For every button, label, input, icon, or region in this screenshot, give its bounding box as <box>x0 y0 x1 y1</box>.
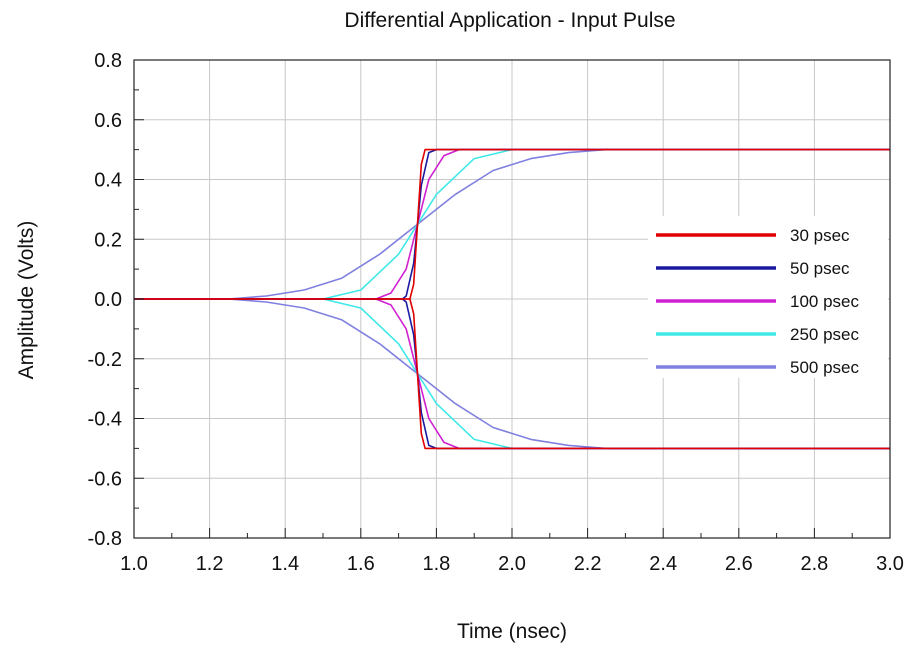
x-tick-label: 2.0 <box>498 553 526 575</box>
x-tick-label: 2.2 <box>574 553 602 575</box>
y-tick-label: 0.8 <box>94 50 122 72</box>
x-tick-label: 1.4 <box>271 553 299 575</box>
x-tick-label: 3.0 <box>876 553 904 575</box>
chart-title: Differential Application - Input Pulse <box>344 9 675 32</box>
y-tick-label: 0.2 <box>94 229 122 251</box>
y-tick-label: 0.0 <box>94 289 122 311</box>
x-tick-label: 1.6 <box>347 553 375 575</box>
y-tick-label: -0.8 <box>88 528 122 550</box>
legend-label: 30 psec <box>790 226 850 245</box>
x-tick-label: 1.8 <box>422 553 450 575</box>
x-axis-label: Time (nsec) <box>457 620 567 643</box>
x-tick-label: 2.4 <box>649 553 677 575</box>
y-tick-label: -0.2 <box>88 349 122 371</box>
plot-lines <box>134 148 890 450</box>
y-axis-label: Amplitude (Volts) <box>15 221 38 380</box>
x-tick-label: 1.0 <box>120 553 148 575</box>
legend: 30 psec 50 psec 100 psec 250 psec 500 psec <box>648 216 888 378</box>
x-tick-label: 2.6 <box>725 553 753 575</box>
legend-label: 50 psec <box>790 259 850 278</box>
ticks <box>133 59 891 539</box>
legend-label: 500 psec <box>790 358 859 377</box>
series-line-0-negative <box>134 298 890 450</box>
y-tick-label: -0.6 <box>88 468 122 490</box>
x-tick-label: 1.2 <box>196 553 224 575</box>
x-tick-labels: 1.0 1.2 1.4 1.6 1.8 2.0 2.2 2.4 2.6 2.8 3.0 <box>120 553 904 575</box>
legend-label: 100 psec <box>790 292 859 311</box>
y-tick-label: 0.6 <box>94 110 122 132</box>
y-tick-labels: -0.8 -0.6 -0.4 -0.2 0.0 0.2 0.4 0.6 0.8 <box>88 50 122 550</box>
y-tick-label: -0.4 <box>88 409 122 431</box>
legend-background <box>648 216 888 378</box>
legend-label: 250 psec <box>790 325 859 344</box>
series-line-0-positive <box>134 148 890 300</box>
x-tick-label: 2.8 <box>800 553 828 575</box>
y-tick-label: 0.4 <box>94 170 122 192</box>
